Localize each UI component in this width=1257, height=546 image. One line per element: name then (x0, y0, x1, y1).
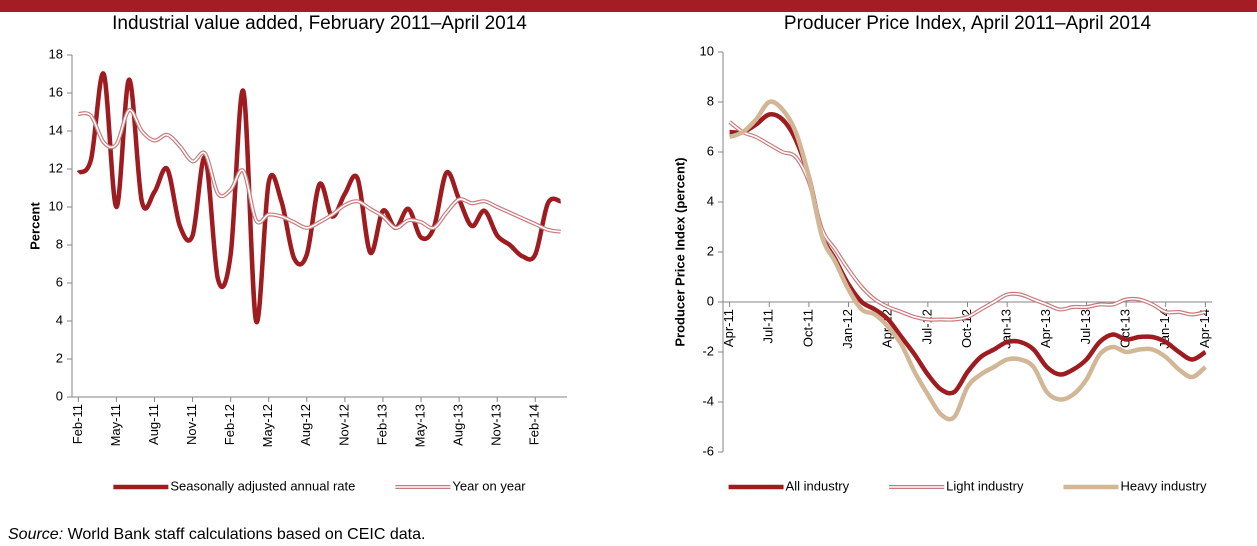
x-tick-label: Aug-13 (451, 404, 466, 446)
x-tick-label: May-12 (260, 404, 275, 447)
chart-title: Industrial value added, February 2011–Ap… (112, 13, 527, 34)
x-tick-label: Feb-13 (374, 404, 389, 445)
x-tick-label: Aug-12 (298, 404, 313, 446)
legend-label: Seasonally adjusted annual rate (170, 478, 355, 493)
x-tick-label: Jul-13 (1078, 309, 1093, 344)
y-tick-label: 10 (700, 43, 714, 58)
x-tick-label: Apr-14 (1197, 309, 1212, 348)
y-tick-label: 8 (56, 236, 63, 251)
x-tick-label: Oct-13 (1118, 309, 1133, 348)
y-tick-label: 6 (707, 143, 714, 158)
x-tick-label: Aug-11 (146, 404, 161, 445)
y-tick-label: 14 (49, 122, 63, 137)
y-tick-label: -6 (702, 443, 714, 458)
y-tick-label: 2 (56, 350, 63, 365)
x-tick-label: Feb-14 (527, 404, 542, 445)
legend-label: Heavy industry (1120, 478, 1206, 493)
y-tick-label: -4 (702, 393, 714, 408)
x-tick-label: May-13 (412, 404, 427, 447)
y-tick-label: 8 (707, 93, 714, 108)
x-tick-label: Nov-12 (336, 404, 351, 446)
y-tick-label: -2 (702, 343, 714, 358)
legend: Seasonally adjusted annual rate Year on y… (113, 478, 526, 493)
x-tick-label: Feb-12 (222, 404, 237, 445)
legend: All industry Light industry Heavy industry (728, 478, 1207, 493)
y-axis-label: Producer Price Index (percent) (672, 157, 687, 346)
legend-label: Year on year (452, 478, 526, 493)
y-axis-label: Percent (27, 201, 42, 249)
x-tick-label: Feb-11 (70, 404, 85, 444)
x-tick-label: Oct-11 (800, 309, 815, 347)
x-tick-label: Nov-13 (489, 404, 504, 446)
legend-label: Light industry (946, 478, 1024, 493)
y-tick-label: 2 (707, 243, 714, 258)
x-tick-label: Jan-13 (999, 309, 1014, 349)
y-tick-label: 0 (56, 388, 63, 403)
y-tick-label: 6 (56, 274, 63, 289)
y-tick-label: 12 (49, 160, 63, 175)
x-tick-label: May-11 (108, 404, 123, 446)
y-tick-label: 4 (56, 312, 63, 327)
y-tick-label: 0 (707, 293, 714, 308)
source-note: Source: World Bank staff calculations ba… (8, 526, 425, 543)
chart-title: Producer Price Index, April 2011–April 2… (784, 13, 1152, 34)
y-tick-label: 16 (49, 84, 63, 99)
y-tick-label: 4 (707, 193, 714, 208)
x-tick-label: Jan-12 (840, 309, 855, 349)
x-tick-label: Jul-11 (761, 309, 776, 343)
source-text: World Bank staff calculations based on C… (68, 526, 426, 543)
header-band (0, 0, 1257, 12)
y-tick-label: 18 (49, 46, 63, 61)
x-tick-label: Jul-12 (919, 309, 934, 344)
x-tick-label: Apr-13 (1038, 309, 1053, 348)
series-line-inner (78, 109, 561, 233)
x-tick-label: Nov-11 (184, 404, 199, 445)
series-line (76, 71, 562, 325)
legend-label: All industry (786, 478, 850, 493)
x-tick-label: Apr-11 (721, 309, 736, 347)
series-line (728, 99, 1207, 422)
source-label: Source: (8, 526, 63, 543)
y-tick-label: 10 (49, 198, 63, 213)
